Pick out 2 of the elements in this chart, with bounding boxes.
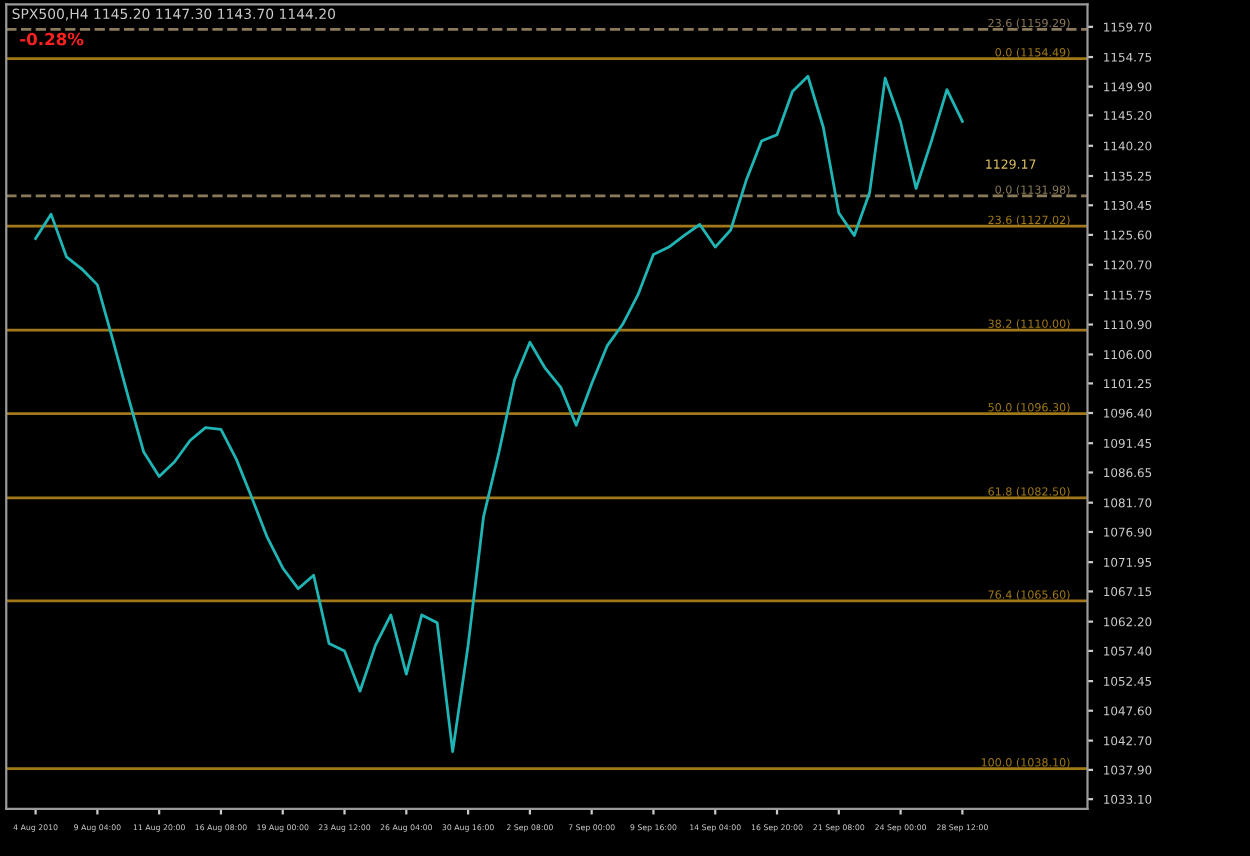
text: -0.28%: [20, 32, 84, 46]
line-series: [34, 74, 964, 753]
